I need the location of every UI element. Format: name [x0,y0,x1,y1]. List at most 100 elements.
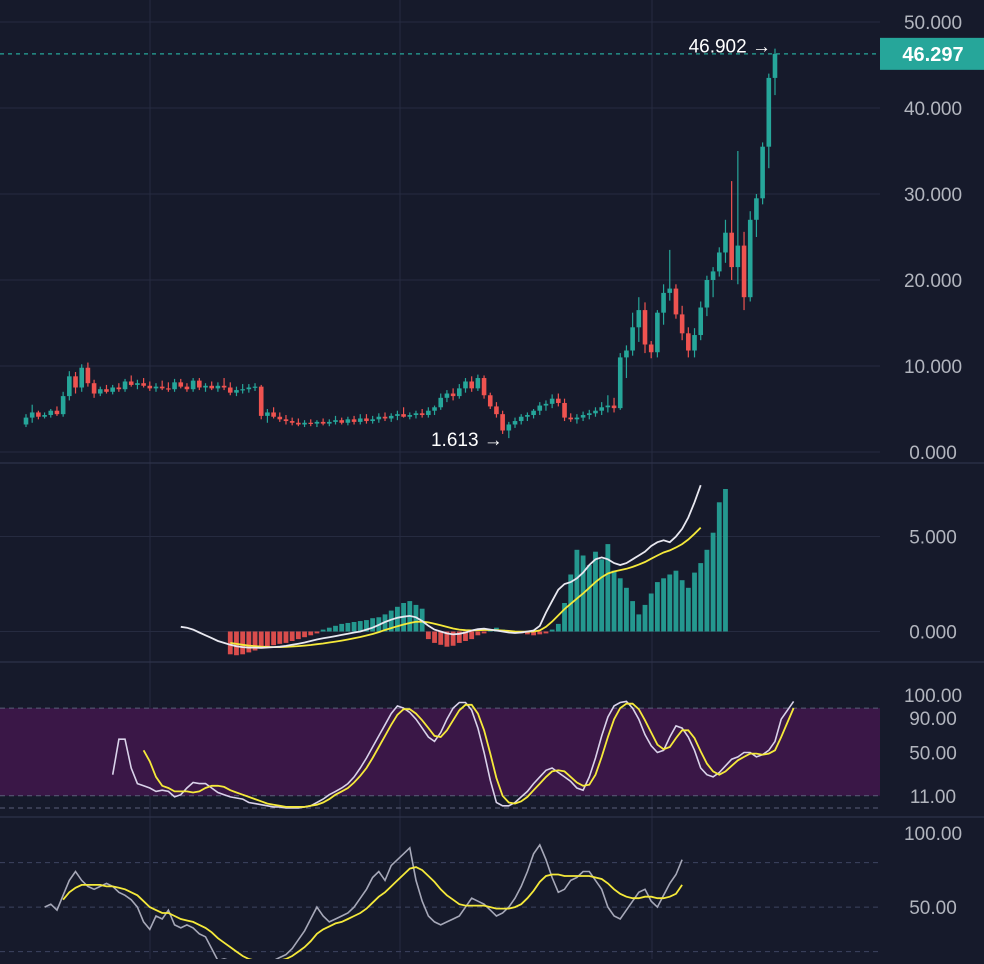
candle-body [376,416,382,420]
candle [426,407,431,418]
macd-histogram-bar [723,489,728,632]
axis-tick-label: 50.000 [904,13,962,34]
candle [518,414,524,425]
candle [97,386,103,397]
candle-body [543,403,549,406]
candle-body [147,385,153,389]
candle-body [419,413,425,416]
candle [308,419,314,427]
candle [320,418,326,426]
candle [512,417,518,428]
candle [277,412,283,422]
candle [543,400,549,411]
candle-body [481,378,487,396]
macd-histogram-bar [339,623,345,632]
candle [655,310,660,358]
candle-body [716,252,722,272]
candlestick-series[interactable] [23,48,778,439]
candle-body [698,307,704,336]
macd-histogram-bar [283,631,289,643]
macd-histogram-bar [704,549,710,632]
candle [209,381,214,391]
candle-body [729,232,734,268]
candle [574,414,580,424]
candle-body [246,387,252,390]
candle-body [747,219,753,298]
rsi-series[interactable] [44,843,683,964]
candle-body [469,381,474,389]
macd-histogram-bar [438,631,444,645]
candle-body [512,421,518,425]
candle-body [197,380,202,388]
axis-tick-label: 40.000 [904,99,962,120]
candle [73,372,78,394]
candle-body [23,417,29,425]
candle [580,411,586,422]
candle-body [320,421,326,424]
axis-tick-label: 0.000 [909,623,957,644]
macd-series[interactable] [180,484,728,656]
candle-body [60,396,66,415]
macd-histogram-bar [277,631,283,644]
candle [166,382,171,392]
candle-body [531,410,536,416]
low-annotation: 1.613 → [431,430,503,451]
candle [463,378,468,393]
candle-body [97,389,103,394]
candle [376,413,382,423]
candle-body [704,280,710,308]
macd-histogram-bar [593,551,598,632]
candle [190,378,196,392]
macd-histogram-bar [617,578,623,632]
candle [85,362,91,387]
macd-histogram-bar [456,631,462,643]
candle [345,416,351,426]
candle [469,376,474,392]
macd-histogram-bar [326,627,332,632]
candle-body [116,387,122,390]
candle [586,409,592,420]
candle-body [556,398,561,403]
candle [79,364,85,392]
candle [419,409,425,418]
candle-body [42,415,47,417]
candle-body [586,413,592,416]
candle-body [401,414,406,417]
macd-line [180,484,702,649]
stoch-rsi-series[interactable] [111,700,795,809]
candle-body [500,414,505,431]
candle [67,371,72,401]
candle-body [240,389,245,391]
current-price-label: 46.297 [902,44,963,66]
candle-body [258,386,264,416]
candle [91,379,97,398]
macd-histogram-bar [654,582,660,632]
candle [54,406,60,416]
candle-body [128,381,134,385]
macd-histogram-bar [240,631,246,655]
candle-body [153,386,159,389]
candle [302,420,307,428]
candle [754,194,759,237]
macd-histogram-bar [320,629,326,632]
candle [215,382,221,392]
candle-body [184,386,190,390]
candle [246,384,252,393]
candle-body [357,418,363,422]
candle [723,219,728,263]
axis-tick-label: 100.00 [904,686,962,707]
candle-body [48,410,54,416]
macd-histogram-bar [450,631,456,646]
macd-histogram-bar [537,631,543,635]
candle-body [265,412,270,416]
candle [617,353,623,410]
candle [450,388,456,401]
candle-body [407,415,413,417]
macd-histogram-bar [246,631,252,653]
candle-body [370,419,375,422]
candle-body [444,393,450,398]
candle [147,381,153,391]
candle [531,409,536,419]
